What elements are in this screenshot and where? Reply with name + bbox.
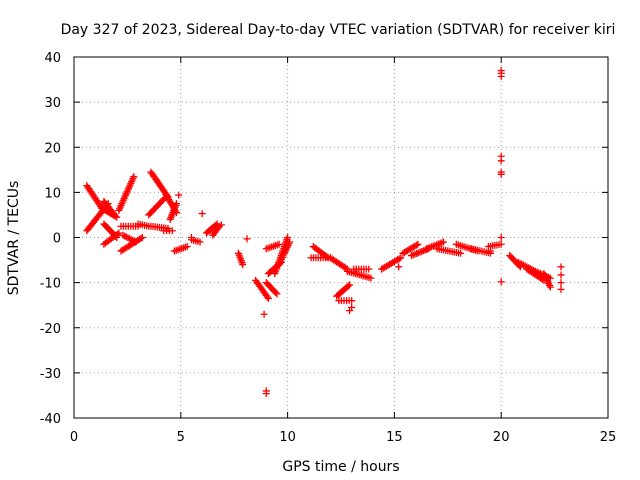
data-point: [286, 238, 294, 246]
data-point: [397, 254, 405, 262]
y-tick-label: 10: [44, 186, 61, 201]
data-point: [275, 240, 283, 248]
x-tick-label: 25: [600, 430, 617, 445]
data-point: [342, 264, 350, 272]
data-point: [497, 278, 505, 286]
data-point: [262, 390, 270, 398]
data-point: [110, 210, 118, 218]
data-point: [115, 229, 123, 237]
y-tick-label: -30: [40, 367, 61, 382]
data-point: [272, 289, 280, 297]
data-point: [395, 255, 403, 263]
x-axis-label: GPS time / hours: [282, 459, 399, 475]
data-point: [348, 303, 356, 311]
data-point: [175, 191, 183, 199]
data-point: [546, 283, 554, 291]
data-point: [187, 234, 195, 241]
data-point: [457, 249, 465, 257]
data-point: [497, 157, 505, 165]
data-point: [497, 240, 505, 248]
data-point: [263, 293, 271, 301]
data-point: [348, 297, 356, 305]
y-tick-label: -40: [40, 412, 61, 427]
data-point: [535, 269, 543, 277]
data-point: [113, 230, 121, 238]
data-point: [414, 240, 422, 248]
data-point: [198, 210, 206, 218]
data-point: [557, 279, 565, 287]
data-point: [273, 290, 281, 298]
data-point: [137, 234, 145, 242]
data-point: [346, 281, 354, 289]
chart-title: Day 327 of 2023, Sidereal Day-to-day VTE…: [61, 22, 616, 38]
data-point: [344, 282, 352, 290]
data-point: [132, 238, 140, 246]
y-tick-label: -20: [40, 322, 61, 337]
y-tick-label: 0: [53, 232, 61, 247]
data-point: [98, 202, 106, 210]
data-point: [487, 247, 495, 255]
data-point: [239, 261, 247, 269]
data-point: [533, 268, 541, 276]
data-point: [260, 310, 268, 318]
data-point: [412, 241, 420, 249]
data-point: [138, 234, 146, 241]
data-point: [323, 253, 331, 261]
data-point: [497, 72, 505, 80]
data-point: [111, 211, 119, 219]
data-point: [168, 227, 176, 235]
data-point: [531, 267, 539, 275]
data-point: [557, 271, 565, 279]
data-point: [243, 235, 251, 243]
data-point: [367, 274, 375, 282]
y-tick-label: 20: [44, 141, 61, 156]
data-series-sdtvar: [83, 67, 565, 398]
data-point: [196, 238, 204, 246]
y-tick-label: 30: [44, 96, 61, 111]
data-point: [440, 238, 448, 246]
data-point: [557, 263, 565, 271]
data-point: [497, 234, 505, 241]
axis-ticks: 0 5 10 15 20 25 -40 -30 -20 -10 0 10 20 30 40: [40, 51, 617, 445]
y-tick-label: 40: [44, 51, 61, 66]
data-point: [130, 173, 138, 181]
data-point: [130, 237, 138, 245]
data-point: [183, 243, 191, 251]
x-tick-label: 10: [279, 430, 296, 445]
data-point: [497, 170, 505, 178]
x-tick-label: 20: [493, 430, 510, 445]
data-point: [395, 263, 403, 271]
y-axis-label: SDTVAR / TECUs: [6, 181, 22, 296]
grid: [74, 57, 608, 418]
y-tick-label: -10: [40, 277, 61, 292]
data-point: [284, 234, 292, 241]
data-point: [365, 265, 373, 273]
x-tick-label: 0: [70, 430, 78, 445]
x-tick-label: 5: [177, 430, 185, 445]
data-point: [158, 196, 166, 204]
data-point: [173, 200, 181, 208]
data-point: [217, 221, 225, 229]
x-tick-label: 15: [386, 430, 403, 445]
data-point: [264, 294, 272, 302]
data-point: [557, 285, 565, 293]
